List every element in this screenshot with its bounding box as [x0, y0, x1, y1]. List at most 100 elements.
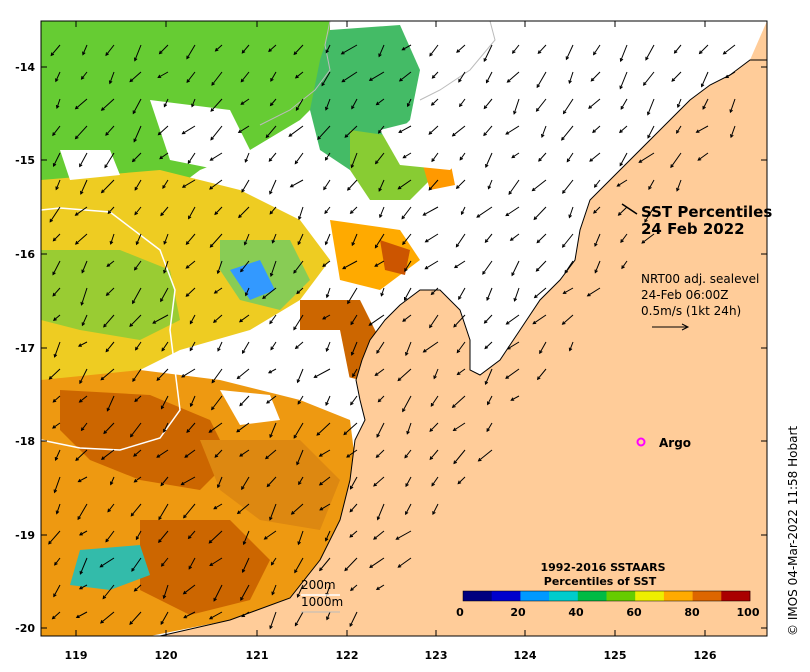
current-vector	[79, 152, 88, 167]
current-vector	[210, 233, 223, 248]
current-vector-head	[325, 401, 329, 406]
current-vector-head	[160, 482, 165, 487]
current-vector-head	[431, 482, 435, 487]
current-vector	[563, 287, 574, 294]
current-vector	[160, 476, 169, 486]
current-vector-head	[619, 129, 623, 134]
current-vector-head	[134, 186, 138, 191]
current-vector-head	[453, 323, 457, 328]
current-vector	[214, 449, 223, 458]
current-vector	[217, 476, 223, 488]
current-vector	[75, 233, 88, 245]
current-vector-head	[183, 514, 187, 519]
current-vector	[49, 368, 61, 380]
current-vector-head	[351, 242, 356, 247]
current-vector	[325, 98, 331, 110]
current-vector-head	[269, 320, 273, 325]
scale-arrow-icon	[652, 323, 690, 331]
current-vector	[375, 152, 385, 164]
current-vector-head	[535, 108, 540, 112]
current-vector-head	[213, 319, 217, 324]
current-vector-head	[236, 510, 241, 515]
current-vector	[620, 98, 628, 110]
current-vector	[240, 260, 250, 272]
current-vector	[428, 125, 439, 135]
current-vector-head	[476, 214, 481, 218]
current-vector	[53, 584, 61, 597]
current-vector	[54, 341, 61, 358]
current-vector-head	[619, 85, 623, 90]
colorbar-frame	[462, 590, 751, 602]
current-vector	[129, 611, 142, 625]
current-vector	[213, 503, 223, 510]
current-vector-head	[157, 74, 162, 79]
current-vector	[240, 584, 250, 601]
current-vector-head	[269, 434, 273, 439]
current-vector-head	[105, 538, 109, 543]
current-vector	[290, 179, 304, 188]
current-vector-head	[270, 561, 275, 566]
current-vector	[432, 503, 439, 515]
current-vector-head	[537, 50, 542, 55]
current-vector	[319, 503, 331, 511]
current-vector	[294, 152, 304, 164]
current-vector	[186, 71, 196, 83]
current-vector-head	[505, 131, 510, 135]
current-vector	[79, 557, 88, 575]
current-vector	[76, 611, 88, 618]
current-vector-head	[187, 160, 192, 165]
current-vector-head	[724, 74, 729, 79]
current-vector	[594, 179, 601, 188]
current-vector	[407, 98, 412, 107]
current-vector	[240, 71, 250, 83]
current-vector	[266, 395, 277, 404]
colorbar-swatch	[577, 591, 607, 601]
current-vector	[590, 71, 601, 82]
current-vector	[453, 422, 466, 431]
current-vector-head	[376, 433, 380, 438]
current-product-label: NRT00 adj. sealevel	[641, 272, 759, 286]
current-vector	[369, 557, 385, 568]
current-vector-head	[676, 104, 681, 109]
current-vector-head	[297, 541, 301, 546]
current-vector	[429, 422, 439, 432]
current-vector-head	[593, 51, 597, 56]
current-vector	[325, 584, 331, 596]
current-vector	[369, 71, 385, 81]
current-vector	[239, 314, 250, 323]
current-vector-head	[131, 567, 135, 572]
current-vector	[404, 287, 412, 301]
current-vector-head	[52, 132, 56, 137]
current-vector-head	[458, 296, 462, 301]
current-vector	[107, 206, 115, 214]
current-vector	[48, 530, 61, 545]
current-vector	[404, 260, 412, 272]
current-vector-head	[350, 164, 355, 169]
current-vector	[129, 71, 142, 82]
current-vector-head	[262, 295, 266, 300]
current-vector-head	[163, 240, 167, 245]
current-vector	[53, 152, 61, 167]
current-vector	[565, 44, 574, 60]
current-vector-head	[428, 131, 433, 135]
current-vector	[454, 260, 466, 269]
y-tick-label: -19	[15, 529, 35, 542]
current-vector	[376, 422, 385, 438]
y-tick-label: -15	[15, 154, 35, 167]
current-vector	[50, 44, 61, 56]
current-vector-head	[405, 483, 409, 488]
current-vector-head	[133, 478, 138, 483]
current-vector-head	[406, 103, 411, 108]
current-vector	[324, 206, 331, 214]
current-vector-head	[214, 47, 219, 52]
current-vector-head	[107, 508, 111, 513]
current-vector	[262, 287, 277, 299]
current-vector-head	[568, 347, 573, 352]
current-vector	[163, 98, 169, 107]
current-vector-head	[456, 371, 461, 376]
current-vector-head	[722, 50, 727, 55]
current-vector	[105, 44, 115, 56]
current-vector	[431, 152, 439, 162]
current-vector-head	[325, 49, 329, 54]
current-vector	[423, 341, 439, 353]
